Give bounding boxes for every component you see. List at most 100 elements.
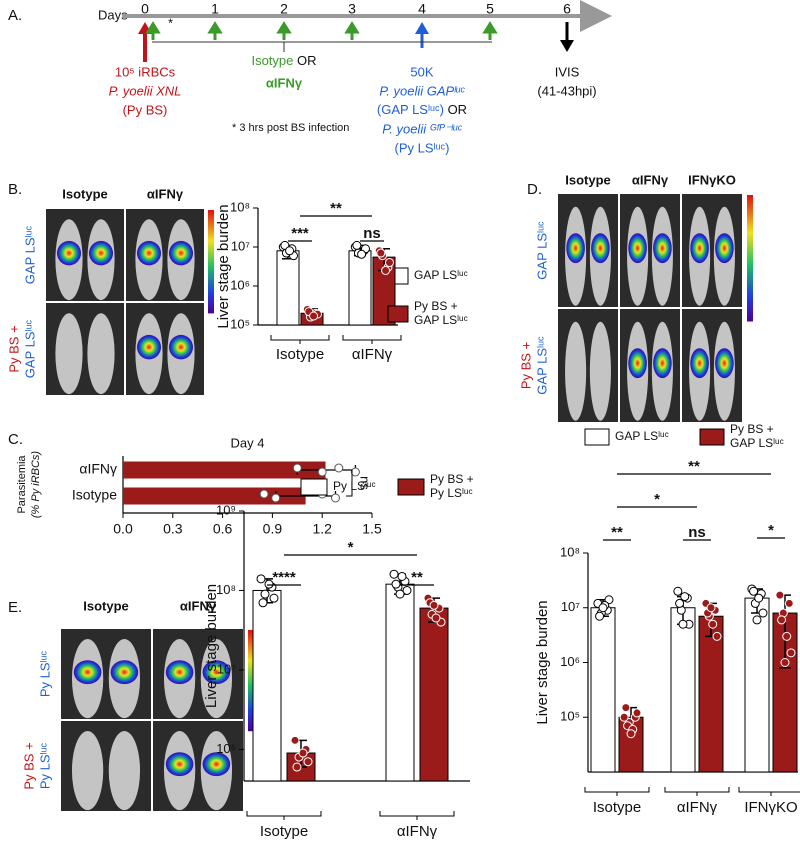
category-bracket — [246, 811, 322, 820]
day-label: 3 — [348, 1, 356, 17]
data-point — [298, 748, 308, 758]
significance-label: ** — [330, 200, 342, 217]
data-point — [292, 463, 302, 473]
y-tick-label: 10⁶ — [560, 654, 580, 669]
data-point — [269, 593, 279, 603]
data-point — [626, 729, 636, 739]
bioluminescence — [628, 348, 647, 379]
legend-label-line: GAP LSˡᵘᶜ — [730, 436, 784, 450]
column-title: αIFNγ — [180, 598, 217, 613]
x-tick-label: αIFNγ — [352, 346, 393, 363]
bioluminescence — [690, 233, 709, 264]
ls-text: (GAP LSˡᵘᶜ) OR — [377, 102, 467, 117]
data-point — [389, 569, 399, 579]
data-point — [782, 631, 792, 641]
legend-swatch — [397, 478, 425, 496]
data-point — [598, 603, 608, 613]
legend-label: Py BS + GAP LSˡᵘᶜ — [414, 299, 468, 327]
bar — [385, 583, 415, 782]
bioluminescence — [137, 334, 161, 360]
data-point — [352, 240, 362, 250]
legend-swatch — [300, 478, 328, 496]
bar — [419, 607, 449, 782]
star: * — [168, 15, 173, 30]
treatment-arrow — [207, 21, 223, 40]
day-label: 1 — [211, 1, 219, 17]
color-scale — [248, 630, 254, 732]
y-axis-title: (% Py iRBCs) — [30, 451, 42, 519]
data-point — [260, 589, 270, 599]
bioluminescence — [165, 752, 194, 777]
data-point — [256, 574, 266, 584]
bioluminescence — [653, 348, 672, 379]
column-title: Isotype — [62, 186, 108, 201]
significance-label: * — [654, 491, 660, 508]
data-point — [271, 493, 281, 503]
data-point — [285, 246, 295, 256]
y-tick-label: Isotype — [72, 487, 117, 503]
mouse — [55, 313, 83, 395]
y-tick-label: 10⁷ — [561, 599, 580, 614]
y-tick-label: 10⁵ — [230, 316, 250, 331]
x-tick-label: Isotype — [593, 799, 641, 816]
mouse — [71, 731, 104, 811]
treatment-isotype: Isotype — [251, 53, 293, 68]
legend-label: GAP LSˡᵘᶜ — [414, 268, 468, 282]
x-tick-label: αIFNγ — [397, 823, 438, 840]
bioluminescence — [591, 233, 610, 264]
legend-swatch — [387, 305, 409, 323]
bioluminescence — [165, 660, 194, 685]
panel-label: D. — [527, 181, 542, 198]
bar — [276, 250, 300, 326]
data-point — [749, 586, 759, 596]
ivis-text: (41-43hpi) — [537, 83, 596, 98]
ls-or: OR — [448, 102, 468, 117]
significance-label: ns — [688, 524, 706, 541]
legend-label: Py LSˡᵘᶜ — [333, 479, 376, 493]
legend-label-line: Py LSˡᵘᶜ — [430, 486, 473, 500]
data-point — [258, 598, 268, 608]
data-point — [376, 248, 386, 258]
bioluminescence — [202, 752, 231, 777]
legend-swatch — [699, 428, 725, 446]
legend-swatch — [584, 428, 610, 446]
column-title: αIFNγ — [632, 172, 669, 187]
bioluminescence — [202, 660, 231, 685]
y-tick-label: 10⁵ — [560, 709, 580, 724]
row-label: GAP LSˡᵘᶜ — [22, 225, 37, 284]
data-point — [632, 708, 642, 718]
data-point — [675, 598, 685, 608]
data-point — [334, 463, 344, 473]
data-point — [775, 590, 785, 600]
y-tick-label: αIFNγ — [79, 461, 117, 477]
row-label: Py BS + — [21, 742, 36, 789]
panel-label: A. — [8, 7, 22, 24]
data-point — [595, 611, 605, 621]
data-point — [395, 589, 405, 599]
column-title: IFNγKO — [688, 172, 736, 187]
data-point — [777, 615, 787, 625]
bioluminescence — [715, 348, 734, 379]
significance-label: * — [768, 522, 774, 539]
panel-label: E. — [8, 599, 22, 616]
significance-bracket — [346, 469, 353, 497]
row-label: Py BS + — [518, 342, 533, 389]
bioluminescence — [566, 233, 585, 264]
y-tick-label: 10⁸ — [216, 582, 236, 597]
bar — [252, 589, 282, 782]
bioluminescence — [715, 233, 734, 264]
bs-text: P. yoelii XNL — [109, 83, 182, 98]
row-label: Py LSˡᵘᶜ — [37, 650, 52, 697]
data-point — [264, 579, 274, 589]
bioluminescence — [169, 240, 193, 266]
bs-text: 10⁵ iRBCs — [115, 64, 176, 79]
data-point — [290, 735, 300, 745]
y-axis-title: Parasitemia — [16, 455, 28, 514]
bioluminescence — [110, 660, 139, 685]
x-tick-label: 0.3 — [163, 521, 183, 537]
data-point — [292, 762, 302, 772]
day-label: 0 — [141, 1, 149, 17]
axis-title: Days — [98, 7, 128, 22]
timeline: A. Days * 10⁵ iRBCs P. yoelii XNL (Py BS… — [8, 0, 612, 155]
